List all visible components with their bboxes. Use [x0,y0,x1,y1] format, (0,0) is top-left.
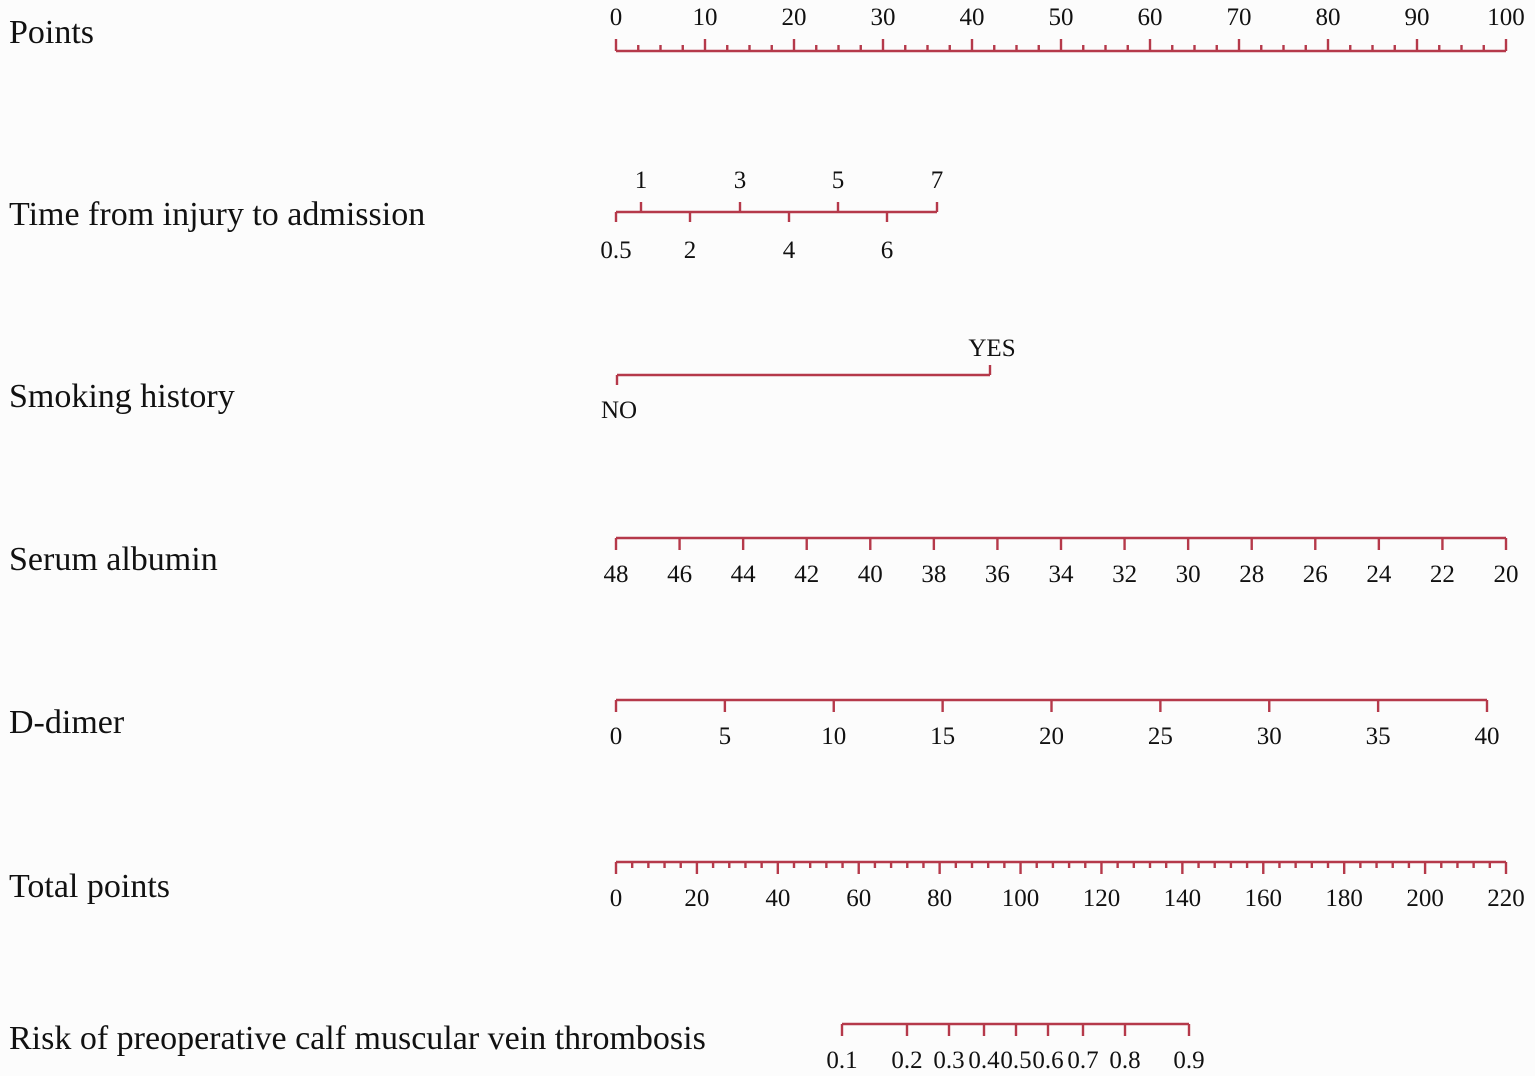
ddimer-tick-label: 15 [930,723,955,750]
total-tick-label: 80 [927,885,952,912]
albumin-tick-label: 20 [1494,561,1519,588]
risk-tick-label: 0.5 [1000,1047,1031,1074]
ddimer-tick-label: 10 [821,723,846,750]
total-tick-label: 40 [765,885,790,912]
risk-tick-label: 0.2 [891,1047,922,1074]
ddimer-tick-label: 20 [1039,723,1064,750]
risk-tick-label: 0.6 [1032,1047,1063,1074]
albumin-tick-label: 40 [858,561,883,588]
points-tick-label: 60 [1138,4,1163,31]
albumin-tick-label: 36 [985,561,1010,588]
points-tick-label: 10 [693,4,718,31]
total-tick-label: 120 [1083,885,1121,912]
albumin-tick-label: 26 [1303,561,1328,588]
albumin-tick-label: 30 [1176,561,1201,588]
total-tick-label: 100 [1002,885,1040,912]
albumin-tick-label: 34 [1049,561,1075,588]
risk-tick-label: 0.8 [1109,1047,1140,1074]
ddimer-tick-label: 40 [1475,723,1500,750]
albumin-tick-label: 42 [794,561,819,588]
points-tick-label: 50 [1049,4,1074,31]
time-tick-label: 3 [734,167,747,194]
time-tick-label: 7 [931,167,944,194]
label-total-points: Total points [9,868,171,905]
ddimer-tick-label: 0 [610,723,623,750]
time-tick-label: 1 [635,167,648,194]
time-tick-label: 4 [783,237,796,264]
points-tick-label: 100 [1487,4,1525,31]
albumin-tick-label: 38 [921,561,946,588]
total-tick-label: 0 [610,885,623,912]
points-tick-label: 90 [1405,4,1430,31]
label-time-from-injury: Time from injury to admission [9,196,426,233]
albumin-tick-label: 28 [1239,561,1264,588]
label-serum-albumin: Serum albumin [9,541,218,578]
albumin-tick-label: 48 [604,561,629,588]
albumin-tick-label: 46 [667,561,692,588]
points-tick-label: 80 [1316,4,1341,31]
label-smoking-history: Smoking history [9,378,235,415]
total-tick-label: 140 [1164,885,1202,912]
total-tick-label: 20 [684,885,709,912]
points-tick-label: 30 [871,4,896,31]
points-tick-label: 70 [1227,4,1252,31]
risk-tick-label: 0.1 [826,1047,857,1074]
points-tick-label: 20 [782,4,807,31]
label-points: Points [9,14,95,51]
total-tick-label: 160 [1245,885,1283,912]
albumin-tick-label: 44 [731,561,757,588]
albumin-tick-label: 24 [1366,561,1392,588]
albumin-tick-label: 32 [1112,561,1137,588]
smoking-tick-label-yes: YES [968,335,1015,362]
total-tick-label: 220 [1487,885,1525,912]
ddimer-tick-label: 35 [1366,723,1391,750]
time-tick-label: 0.5 [600,237,631,264]
risk-tick-label: 0.4 [968,1047,1000,1074]
risk-tick-label: 0.3 [933,1047,964,1074]
label-d-dimer: D-dimer [9,704,125,741]
points-tick-label: 40 [960,4,985,31]
smoking-tick-label-no: NO [601,397,637,424]
points-tick-label: 0 [610,4,623,31]
total-tick-label: 180 [1325,885,1363,912]
albumin-tick-label: 22 [1430,561,1455,588]
ddimer-tick-label: 25 [1148,723,1173,750]
risk-tick-label: 0.9 [1173,1047,1204,1074]
ddimer-tick-label: 30 [1257,723,1282,750]
total-tick-label: 200 [1406,885,1444,912]
ddimer-tick-label: 5 [719,723,732,750]
time-tick-label: 2 [684,237,697,264]
time-tick-label: 6 [881,237,894,264]
time-tick-label: 5 [832,167,845,194]
total-tick-label: 60 [846,885,871,912]
label-risk: Risk of preoperative calf muscular vein … [9,1020,706,1057]
risk-tick-label: 0.7 [1067,1047,1098,1074]
